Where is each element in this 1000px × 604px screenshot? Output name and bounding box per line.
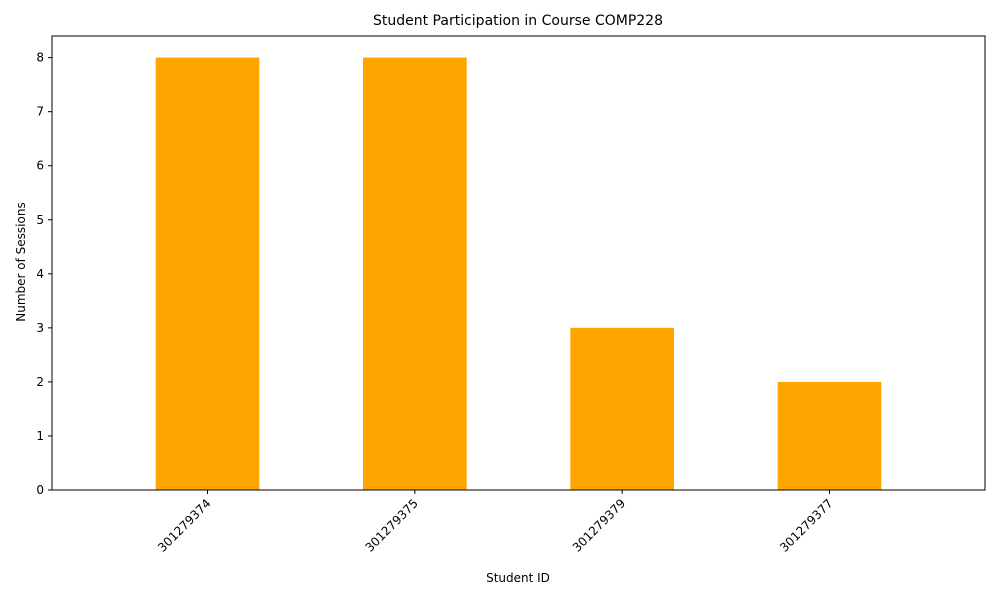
y-tick-label: 6 xyxy=(36,159,44,173)
x-tick-label: 301279379 xyxy=(570,496,628,554)
bar-301279377 xyxy=(777,381,882,490)
y-tick-label: 3 xyxy=(36,321,44,335)
y-tick-label: 1 xyxy=(36,429,44,443)
bar-301279375 xyxy=(363,57,467,490)
bar-301279374 xyxy=(155,57,260,490)
y-tick-label: 0 xyxy=(36,483,44,497)
x-tick-label: 301279377 xyxy=(777,496,835,554)
chart-title: Student Participation in Course COMP228 xyxy=(373,13,663,29)
x-tick-label: 301279374 xyxy=(155,496,213,554)
y-tick-label: 2 xyxy=(36,375,44,389)
x-tick-label: 301279375 xyxy=(362,496,420,554)
bar-301279379 xyxy=(570,327,674,490)
axes-frame xyxy=(51,35,986,491)
y-tick-label: 8 xyxy=(36,51,44,65)
x-axis-label: Student ID xyxy=(486,571,550,585)
y-tick-label: 5 xyxy=(36,213,44,227)
y-tick-label: 7 xyxy=(36,105,44,119)
y-tick-label: 4 xyxy=(36,267,44,281)
plot-area: 0 1 2 3 4 5 6 7 8 301279374 301279375 301279379 3012… xyxy=(36,35,986,555)
y-axis-label: Number of Sessions xyxy=(14,202,28,321)
